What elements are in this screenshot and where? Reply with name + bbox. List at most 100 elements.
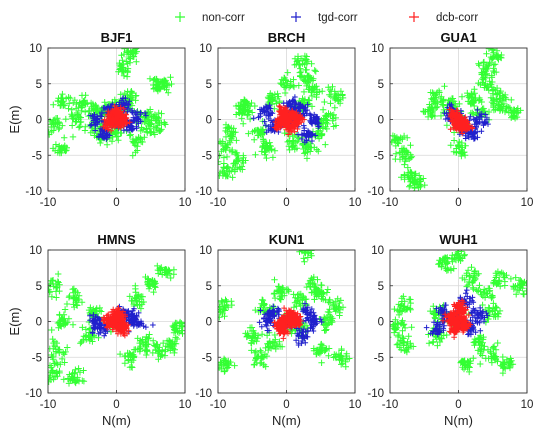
series-non-corr [218,52,347,181]
data-point [264,303,282,328]
x-tick-label: 10 [349,399,362,411]
data-point [316,106,340,130]
y-axis-label: E(m) [7,307,22,335]
y-tick-label: -5 [32,150,42,162]
x-tick-label: 0 [283,197,289,209]
data-point [262,329,286,354]
data-point [392,145,416,168]
data-point [218,121,240,150]
legend-label-tgd-corr: tgd-corr [318,12,358,24]
legend-marker-tgd-corr [291,12,301,22]
panel-gua1: -10 0 10 10 5 0 -5 -10 GUA1 [367,30,533,209]
x-axis-label: N(m) [444,413,473,428]
panel-title-brch: BRCH [268,30,306,45]
panel-title-bjf1: BJF1 [101,30,133,45]
x-tick-label: -10 [210,197,227,209]
y-tick-label: 5 [206,281,212,293]
x-tick-label: 0 [455,399,461,411]
y-axis-label: E(m) [7,105,22,133]
data-point [277,69,302,97]
panel-title-kun1: KUN1 [269,232,304,247]
data-point [126,127,148,159]
data-point [407,172,428,191]
y-tick-label: -10 [195,186,212,198]
legend-item-non-corr: non-corr [175,12,245,24]
data-point [303,310,325,334]
x-tick-label: -10 [210,399,227,411]
data-point [420,100,445,121]
data-point [48,270,63,301]
data-point [48,359,72,385]
data-point [299,133,322,162]
series-non-corr [218,250,353,375]
y-tick-label: -5 [374,150,384,162]
panel-hmns: -10 0 10 10 5 0 -5 -10 HMNS N(m) E(m) [7,232,191,428]
series-non-corr [48,262,185,387]
data-point [48,335,71,363]
y-tick-label: 0 [36,317,42,329]
x-tick-label: 10 [179,197,192,209]
data-point [470,280,497,309]
data-point [89,316,111,339]
x-tick-label: 10 [521,197,534,209]
panel-wuh1: -10 0 10 10 5 0 -5 -10 WUH1 N(m) [367,232,533,428]
y-tick-label: 10 [199,245,212,257]
y-tick-label: -5 [374,352,384,364]
data-point [218,138,239,161]
data-point [143,337,169,363]
data-point [252,138,279,162]
data-point [154,262,178,282]
legend: non-corr tgd-corr dcb-corr [175,12,478,24]
data-point [435,254,457,274]
legend-item-tgd-corr: tgd-corr [291,12,358,24]
panel-title-wuh1: WUH1 [439,232,477,247]
panel-kun1: -10 0 10 10 5 0 -5 -10 KUN1 N(m) [195,232,361,428]
y-tick-label: 10 [199,43,212,55]
data-point [468,305,491,326]
legend-marker-dcb-corr [409,12,419,22]
y-tick-label: 10 [29,245,42,257]
data-point [232,96,258,115]
y-tick-label: 0 [378,317,384,329]
data-point [96,122,113,142]
x-tick-label: 10 [179,399,192,411]
panel-title-hmns: HMNS [97,232,136,247]
data-point [63,285,86,311]
data-point [115,52,134,80]
data-point [115,320,132,339]
data-point [138,113,161,138]
data-point [458,86,484,110]
data-point [300,77,326,107]
legend-item-dcb-corr: dcb-corr [409,12,478,24]
panel-brch: -10 0 10 10 5 0 -5 -10 BRCH [195,30,361,209]
data-point [307,111,322,130]
y-tick-label: 0 [36,115,42,127]
x-tick-label: -10 [40,399,57,411]
x-axis-label: N(m) [102,413,131,428]
x-tick-label: -10 [382,197,399,209]
data-point [291,52,315,76]
series-dcb-corr [100,305,132,339]
data-point [276,103,291,122]
x-tick-label: 0 [113,197,119,209]
data-point [126,282,147,312]
panels: -10 0 10 10 5 0 -5 -10 BJF1 E(m) -10 0 10 10 5 0 -5 -10 BR… [7,30,533,428]
series-dcb-corr [446,106,476,137]
data-point [467,107,491,134]
y-tick-label: -10 [195,388,212,400]
data-point [497,353,517,377]
legend-label-non-corr: non-corr [202,12,245,24]
data-point [477,339,501,366]
data-point [482,303,504,326]
x-tick-label: 0 [455,197,461,209]
data-point [448,250,468,264]
plot-area-kun1 [218,250,353,375]
data-point [105,103,127,123]
data-point [120,48,140,65]
y-tick-label: 10 [371,43,384,55]
data-point [470,332,488,355]
data-point [423,319,447,338]
y-tick-label: 5 [36,79,42,91]
data-point [274,317,292,342]
data-point [124,107,149,127]
